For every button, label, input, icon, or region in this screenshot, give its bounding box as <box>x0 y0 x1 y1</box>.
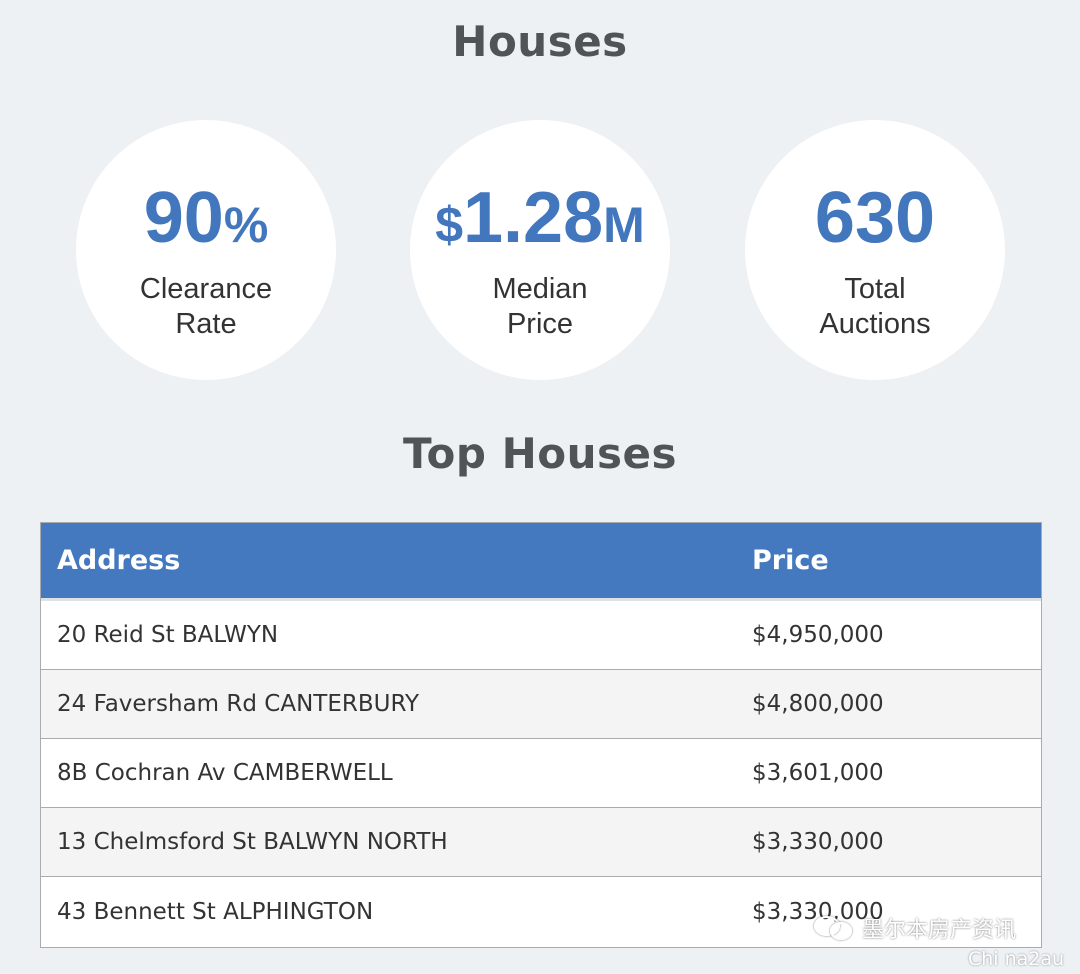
cell-address: 24 Faversham Rd CANTERBURY <box>57 691 420 717</box>
stat-label: Total Auctions <box>819 273 931 340</box>
cell-address: 43 Bennett St ALPHINGTON <box>57 898 374 925</box>
watermark-subtext: Chi na2au <box>968 948 1065 970</box>
table-header: Address Price <box>41 523 1041 601</box>
cell-price: $3,330,000 <box>752 829 884 855</box>
column-header-price: Price <box>752 545 829 576</box>
cell-price: $4,950,000 <box>752 622 884 648</box>
table-row: 20 Reid St BALWYN $4,950,000 <box>41 601 1041 670</box>
column-header-address: Address <box>57 545 181 576</box>
table-row: 43 Bennett St ALPHINGTON $3,330,000 <box>41 877 1041 946</box>
stat-value: $1.28M <box>435 178 645 258</box>
cell-price: $3,601,000 <box>752 760 884 786</box>
stat-label: Median Price <box>492 273 588 340</box>
cell-address: 13 Chelmsford St BALWYN NORTH <box>57 829 448 855</box>
section-title-top-houses: Top Houses <box>402 429 677 478</box>
section-title-houses: Houses <box>452 17 628 66</box>
stat-clearance-rate: 90% Clearance Rate <box>76 120 336 380</box>
stat-median-price: $1.28M Median Price <box>410 120 670 380</box>
table-row: 24 Faversham Rd CANTERBURY $4,800,000 <box>41 670 1041 739</box>
stat-value: 90% <box>143 178 269 258</box>
cell-price: $4,800,000 <box>752 691 884 717</box>
table-row: 8B Cochran Av CAMBERWELL $3,601,000 <box>41 739 1041 808</box>
wechat-icon <box>812 914 856 942</box>
table-row: 13 Chelmsford St BALWYN NORTH $3,330,000 <box>41 808 1041 877</box>
watermark-text: 墨尔本房产资讯 <box>862 918 1017 943</box>
cell-address: 8B Cochran Av CAMBERWELL <box>57 760 393 786</box>
stat-label: Clearance Rate <box>139 273 273 340</box>
cell-address: 20 Reid St BALWYN <box>57 622 279 648</box>
stat-total-auctions: 630 Total Auctions <box>745 120 1005 380</box>
top-houses-table: Address Price 20 Reid St BALWYN $4,950,0… <box>40 522 1042 948</box>
watermark: 墨尔本房产资讯 <box>812 912 1016 944</box>
stat-value: 630 <box>814 178 936 258</box>
